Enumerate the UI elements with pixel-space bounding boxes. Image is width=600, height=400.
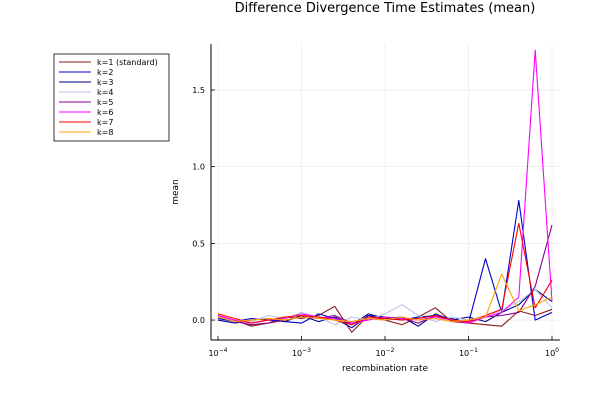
x-tick-label-exponent: −4 — [219, 347, 228, 354]
y-ticks: 0.0 0.5 1.0 1.5 — [192, 86, 215, 325]
legend: k=1 (standard)k=2k=3k=4k=5k=6k=7k=8 — [53, 53, 170, 142]
x-tick-label-exponent: −1 — [469, 347, 478, 354]
x-tick-label-exponent: 0 — [555, 347, 559, 354]
x-tick-label-base: 10 — [375, 349, 385, 358]
series-line-k4 — [217, 288, 553, 326]
legend-box — [53, 53, 170, 142]
x-tick-label-base: 10 — [292, 349, 302, 358]
legend-label-k2: k=2 — [97, 68, 113, 77]
x-tick-label: 100 — [545, 347, 559, 358]
x-tick-label-exponent: −2 — [386, 347, 395, 354]
legend-label-k4: k=4 — [97, 88, 113, 97]
legend-label-k6: k=6 — [97, 108, 113, 117]
x-tick-label-base: 10 — [208, 349, 218, 358]
y-tick-label: 1.5 — [192, 86, 205, 95]
y-tick-label: 0.5 — [192, 239, 205, 248]
legend-label-k7: k=7 — [97, 118, 113, 127]
y-tick-label: 1.0 — [192, 163, 205, 172]
legend-label-k3: k=3 — [97, 78, 113, 87]
x-tick-label-base: 10 — [545, 349, 555, 358]
x-tick-label: 10−4 — [208, 347, 227, 358]
y-tick-label: 0.0 — [192, 316, 205, 325]
x-tick-label-base: 10 — [459, 349, 469, 358]
series-line-k8 — [217, 273, 553, 323]
series-layer — [217, 49, 553, 333]
legend-label-k8: k=8 — [97, 128, 113, 137]
legend-label-k5: k=5 — [97, 98, 113, 107]
x-tick-label: 10−2 — [375, 347, 394, 358]
legend-label-k1: k=1 (standard) — [97, 58, 158, 67]
grid — [211, 44, 560, 340]
y-axis-title: mean — [171, 179, 181, 205]
chart-title: Difference Divergence Time Estimates (me… — [235, 1, 536, 16]
x-tick-label-exponent: −3 — [302, 347, 311, 354]
x-axis-title: recombination rate — [342, 364, 429, 374]
x-tick-label: 10−3 — [292, 347, 311, 358]
x-tick-label: 10−1 — [459, 347, 478, 358]
x-ticks: 10−4 10−3 10−2 10−1 100 — [208, 336, 559, 358]
